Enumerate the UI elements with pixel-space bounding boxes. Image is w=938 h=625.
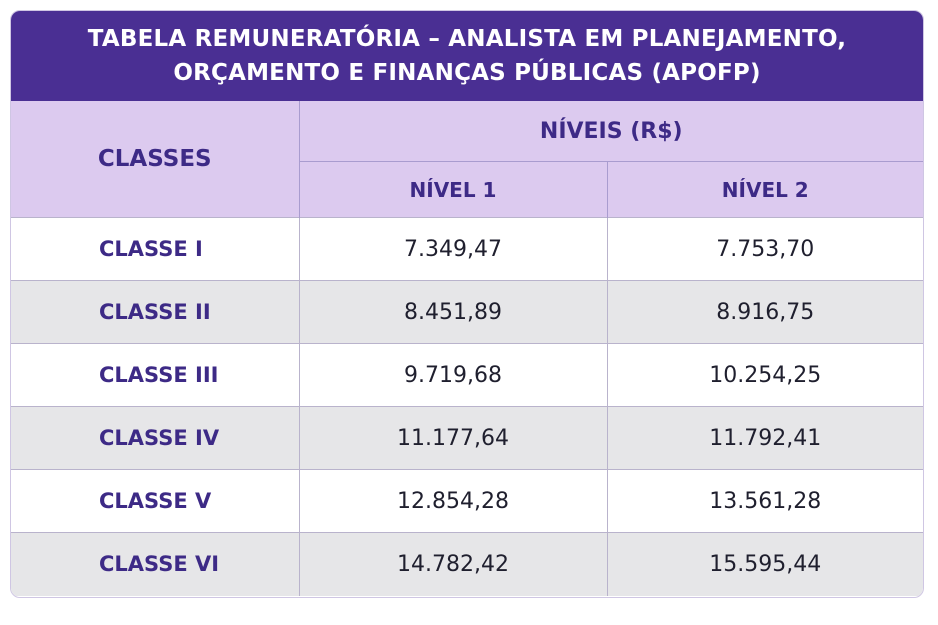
table-row: CLASSE I 7.349,47 7.753,70 xyxy=(11,217,923,281)
header-niveis: NÍVEIS (R$) xyxy=(299,101,923,162)
header-classes: CLASSES xyxy=(11,101,300,218)
row-nivel-1-value: 7.349,47 xyxy=(299,217,608,281)
table-title-line-1: TABELA REMUNERATÓRIA – ANALISTA EM PLANE… xyxy=(87,26,847,52)
row-nivel-2-value: 13.561,28 xyxy=(607,469,923,533)
table-row: CLASSE IV 11.177,64 11.792,41 xyxy=(11,406,923,470)
row-nivel-2-value: 8.916,75 xyxy=(607,280,923,344)
table-title-bar: TABELA REMUNERATÓRIA – ANALISTA EM PLANE… xyxy=(11,11,923,101)
table-row: CLASSE III 9.719,68 10.254,25 xyxy=(11,343,923,407)
table-row: CLASSE II 8.451,89 8.916,75 xyxy=(11,280,923,344)
table-title-line-2: ORÇAMENTO E FINANÇAS PÚBLICAS (APOFP) xyxy=(173,60,761,86)
row-class-name: CLASSE I xyxy=(11,217,300,281)
table-row: CLASSE VI 14.782,42 15.595,44 xyxy=(11,532,923,596)
header-nivel-1: NÍVEL 1 xyxy=(299,161,608,218)
row-nivel-1-value: 9.719,68 xyxy=(299,343,608,407)
row-class-name: CLASSE III xyxy=(11,343,300,407)
row-nivel-2-value: 7.753,70 xyxy=(607,217,923,281)
row-class-name: CLASSE V xyxy=(11,469,300,533)
row-nivel-2-value: 11.792,41 xyxy=(607,406,923,470)
header-nivel-2: NÍVEL 2 xyxy=(607,161,923,218)
row-class-name: CLASSE IV xyxy=(11,406,300,470)
salary-table-card: TABELA REMUNERATÓRIA – ANALISTA EM PLANE… xyxy=(10,10,924,598)
table-row: CLASSE V 12.854,28 13.561,28 xyxy=(11,469,923,533)
row-class-name: CLASSE VI xyxy=(11,532,300,596)
table-title: TABELA REMUNERATÓRIA – ANALISTA EM PLANE… xyxy=(88,22,846,90)
table-body: CLASSE I 7.349,47 7.753,70 CLASSE II 8.4… xyxy=(11,217,923,596)
row-nivel-2-value: 10.254,25 xyxy=(607,343,923,407)
table-header: CLASSES NÍVEIS (R$) NÍVEL 1 NÍVEL 2 xyxy=(11,101,923,218)
row-nivel-1-value: 12.854,28 xyxy=(299,469,608,533)
row-class-name: CLASSE II xyxy=(11,280,300,344)
row-nivel-1-value: 14.782,42 xyxy=(299,532,608,596)
row-nivel-1-value: 8.451,89 xyxy=(299,280,608,344)
salary-table: CLASSES NÍVEIS (R$) NÍVEL 1 NÍVEL 2 CLAS… xyxy=(11,101,923,596)
row-nivel-1-value: 11.177,64 xyxy=(299,406,608,470)
row-nivel-2-value: 15.595,44 xyxy=(607,532,923,596)
